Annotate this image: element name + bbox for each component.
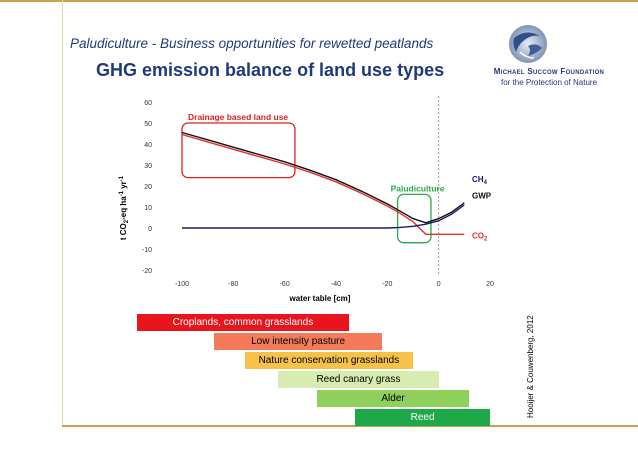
x-axis-label: water table [cm] [289, 294, 351, 303]
land-use-bar: Croplands, common grasslands [137, 314, 349, 331]
gwp-series-label: GWP [472, 192, 492, 201]
paludiculture-highlight-box [396, 193, 432, 244]
y-tick-label: -10 [142, 247, 152, 254]
left-rule [62, 0, 63, 427]
y-axis-label-part: t CO [119, 223, 128, 240]
chart-series [181, 131, 465, 236]
y-tick-label: 50 [144, 121, 152, 128]
co2-series-label: CO2 [472, 232, 488, 243]
x-tick-label: 0 [437, 281, 441, 288]
y-tick-label: 40 [144, 142, 152, 149]
y-tick-label: -20 [142, 268, 152, 275]
series-label-main: GWP [472, 192, 492, 201]
y-axis-label-part: -eq ha [119, 196, 128, 220]
foundation-logo-icon [509, 25, 547, 63]
land-use-bar: Alder [316, 390, 470, 407]
y-tick-label: 0 [148, 226, 152, 233]
series-label-main: CH [472, 175, 484, 184]
series-labels: CO2 CH4 GWP [472, 175, 492, 243]
foundation-name: Michael Succow Foundation for the Protec… [474, 66, 624, 88]
bottom-rule [62, 425, 638, 427]
y-axis-label-part: 2 [124, 219, 130, 223]
y-axis-label-part: -1 [119, 175, 125, 181]
chart-annotations: Drainage based land use Paludiculture [181, 112, 445, 244]
co2-series-line [181, 133, 465, 236]
x-tick-labels: -100 -80 -60 -40 -20 0 20 [175, 281, 494, 288]
land-use-bar: Reed [355, 409, 490, 426]
x-tick-label: -80 [228, 281, 238, 288]
y-tick-label: 60 [144, 100, 152, 107]
land-use-bar: Nature conservation grasslands [244, 352, 413, 369]
y-tick-label: 10 [144, 205, 152, 212]
citation: Hooijer & Couwenberg, 2012 [526, 315, 535, 418]
land-use-bar: Reed canary grass [278, 371, 439, 388]
slide-subtitle: Paludiculture - Business opportunities f… [70, 36, 434, 51]
slide-title: GHG emission balance of land use types [96, 60, 445, 80]
x-tick-label: -100 [175, 281, 189, 288]
drainage-highlight-box [181, 122, 296, 179]
x-tick-label: -60 [280, 281, 290, 288]
land-use-bar: Low intensity pasture [214, 333, 383, 350]
series-label-main: CO [472, 232, 484, 241]
series-label-subscript: 2 [484, 237, 488, 243]
ghg-emission-chart: Drainage based land use Paludiculture -20… [119, 96, 494, 303]
y-tick-label: 30 [144, 163, 152, 170]
y-axis-label-part: -1 [119, 190, 125, 196]
foundation-name-line1: Michael Succow Foundation [493, 67, 605, 76]
paludiculture-label: Paludiculture [391, 183, 445, 193]
y-tick-labels: -20 -10 0 10 20 30 40 50 60 [142, 100, 152, 275]
y-tick-label: 20 [144, 184, 152, 191]
gwp-series-line [181, 131, 465, 224]
ch4-series-line [182, 204, 465, 229]
x-tick-label: 20 [486, 281, 494, 288]
ch4-series-label: CH4 [472, 175, 488, 186]
series-label-subscript: 4 [484, 180, 488, 186]
foundation-name-line2: for the Protection of Nature [500, 78, 598, 87]
y-axis-label: t CO2-eq ha-1 yr-1 [119, 175, 130, 240]
x-tick-label: -40 [331, 281, 341, 288]
x-tick-label: -20 [382, 281, 392, 288]
drainage-label: Drainage based land use [188, 112, 288, 122]
top-rule [0, 0, 638, 2]
y-axis-label-part: yr [119, 181, 128, 191]
